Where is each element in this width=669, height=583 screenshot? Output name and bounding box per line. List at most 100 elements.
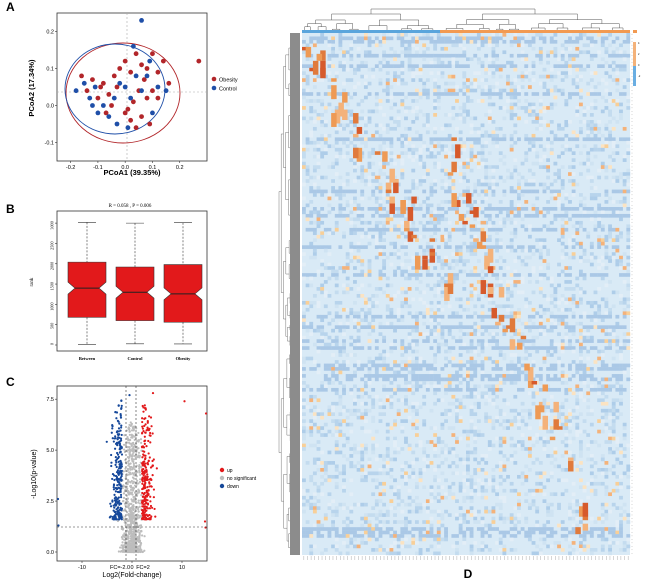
up-point [146,473,149,476]
heat-cell [578,193,583,197]
heat-cell [305,99,310,103]
heat-cell [538,109,543,114]
heat-cell [538,328,543,333]
heat-cell [371,109,376,114]
heat-cell [513,39,518,44]
heat-cell [422,50,427,55]
heat-cell [462,140,467,145]
heat-cell [597,356,602,361]
heat-cell [455,220,459,225]
heat-cell [353,161,357,166]
heat-cell [371,74,376,79]
volcano-point [134,481,137,484]
heat-cell [506,213,510,218]
heat-cell [342,325,346,329]
heat-cell [560,213,565,218]
heat-cell [575,276,580,281]
heat-cell [400,140,405,145]
heat-cell [600,255,605,260]
heat-cell [469,137,474,142]
heat-cell [509,172,514,176]
heat-cell [589,304,594,309]
heat-cell [378,356,383,361]
heat-cell [542,307,547,312]
volcano-point [140,465,143,469]
heat-cell [476,182,481,187]
heat-cell [611,356,616,361]
heat-cell [611,290,616,295]
heat-cell [513,36,518,41]
heat-cell [382,140,387,145]
heat-cell [520,161,525,166]
heat-cell [571,39,576,44]
heat-cell [389,36,394,41]
heat-cell [564,144,569,149]
heat-cell [302,325,306,329]
heat-cell [436,318,441,323]
heat-cell [334,304,339,309]
heat-cell [440,294,445,298]
heat-cell [619,92,623,96]
heat-cell [509,144,514,149]
heat-cell [517,179,521,183]
heat-cell [429,140,434,145]
heat-cell [619,53,623,58]
heat-cell [356,287,361,291]
y-tick-label: 5.0 [46,448,54,454]
heat-cell [469,314,474,319]
heat-cell [582,335,587,340]
heat-cell [458,137,463,142]
heat-cell [345,287,350,291]
heat-cell [476,85,481,89]
heat-cell [455,297,459,302]
heat-cell [553,227,558,232]
heat-cell [342,290,346,295]
volcano-point [135,548,139,551]
heat-cell [455,33,459,37]
heat-cell [553,207,558,211]
heat-cell [425,64,430,68]
heat-cell [568,342,572,347]
heat-cell [564,346,569,350]
heat-cell [542,213,547,218]
heat-cell [622,339,627,343]
up-point [152,458,155,461]
heat-cell [451,314,456,319]
volcano-point [119,546,122,549]
heat-cell [345,266,350,270]
volcano-point [124,475,128,478]
heat-cell [495,207,499,211]
heat-cell [535,213,540,218]
heat-cell [538,321,543,326]
heat-cell [342,283,346,288]
heat-cell [396,252,401,256]
heat-cell [309,200,314,204]
heat-cell [597,349,602,354]
heat-cell [531,106,536,110]
heat-cell [305,172,310,176]
heat-cell [506,307,510,312]
heat-cell [615,81,620,86]
up-point [149,504,153,508]
heat-cell [495,67,499,72]
down-point [120,465,123,468]
heat-cell [575,85,580,89]
heat-cell [462,280,467,284]
heat-cell [334,339,339,343]
heat-cell [568,241,572,246]
heat-cell [582,248,587,253]
heat-cell [495,137,499,142]
down-point [114,410,117,414]
heat-cell [509,81,514,86]
up-point [150,506,154,509]
heat-cell [385,78,390,82]
heat-cell [396,33,401,37]
heat-cell [546,168,551,173]
heat-cell [400,353,405,357]
heat-cell [407,363,412,368]
heat-cell [611,325,616,329]
heat-cell [422,179,427,183]
heat-cell [586,133,591,138]
heat-cell [367,81,372,86]
heat-cell [582,210,587,215]
